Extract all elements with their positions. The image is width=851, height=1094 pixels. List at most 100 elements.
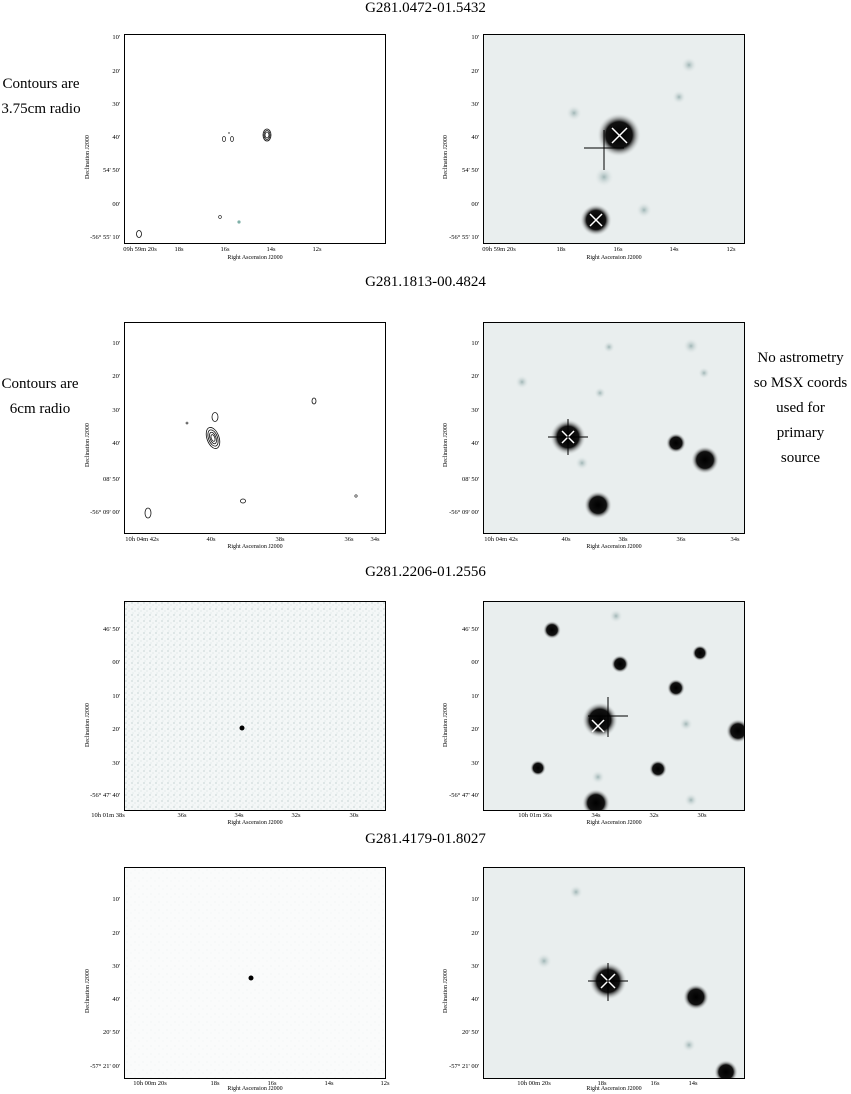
row2-right-xtick-3: 38s [618, 536, 628, 543]
row3-right-ytick-2: 00' [471, 659, 479, 666]
row1-left-ytick-3: 30' [112, 101, 120, 108]
row4-left-plot [124, 867, 386, 1079]
row3-right-xlabel: Right Ascension J2000 [586, 820, 642, 826]
row1-right-ytick-7: -56° 55' 10' [449, 234, 479, 241]
row1-left-xtick-2: 18s [174, 246, 184, 253]
row2-left-plot [124, 322, 386, 534]
row3-right-ylabel: Declination J2000 [443, 703, 449, 747]
row4-left-xtick-5: 12s [380, 1080, 390, 1087]
row1-right-xtick-2: 18s [556, 246, 566, 253]
row1-left-xlabel: Right Ascension J2000 [227, 255, 283, 261]
row2-right-sources [515, 338, 719, 519]
row4-left-ytick-3: 30' [112, 963, 120, 970]
row2-left-ytick-2: 20' [112, 373, 120, 380]
row4-right-ytick-4: 40' [471, 996, 479, 1003]
row2-left-xtick-1: 10h 04m 42s [125, 536, 159, 543]
row2-left-ytick-4: 40' [112, 440, 120, 447]
row1-right-xtick-1: 09h 59m 20s [482, 246, 516, 253]
row1-left-contours [136, 128, 272, 238]
row1-title: G281.0472-01.5432 [365, 0, 486, 16]
row3-left-noise [125, 602, 385, 810]
row4-right-image [483, 867, 745, 1079]
row1-right-xtick-5: 12s [726, 246, 736, 253]
row4-left-ytick-1: 10' [112, 896, 120, 903]
row4-right-ylabel: Declination J2000 [443, 969, 449, 1013]
row1-right-ytick-6: 00' [471, 201, 479, 208]
row2-right-xtick-2: 40s [561, 536, 571, 543]
row1-right-xtick-3: 16s [613, 246, 623, 253]
row1-right-ytick-1: 10' [471, 34, 479, 41]
row4-title: G281.4179-01.8027 [365, 831, 486, 847]
row4-left-xtick-4: 14s [324, 1080, 334, 1087]
row1-right-sources [566, 57, 697, 236]
row2-right-note-line3: used for primary [776, 400, 825, 441]
row4-right-xtick-1: 10h 00m 20s [517, 1080, 551, 1087]
row1-left-ylabel: Declination J2000 [85, 135, 91, 179]
row4-left-ytick-6: -57° 21' 00' [90, 1063, 120, 1070]
row2-right-ylabel: Declination J2000 [443, 423, 449, 467]
row2-note: Contours are 6cm radio [0, 372, 80, 422]
row1-note: Contours are 3.75cm radio [0, 72, 82, 122]
row1-right-image [483, 34, 745, 244]
row2-left-ytick-1: 10' [112, 340, 120, 347]
row2-right-xtick-4: 36s [676, 536, 686, 543]
row4-left-ytick-5: 20' 50' [103, 1029, 120, 1036]
row1-left-ytick-4: 40' [112, 134, 120, 141]
row4-right-xtick-3: 16s [650, 1080, 660, 1087]
row3-right-image [483, 601, 745, 811]
row3-right-ytick-1: 46' 50' [462, 626, 479, 633]
row1-left-ytick-7: -56° 55' 10' [90, 234, 120, 241]
row3-right-xtick-2: 34s [591, 812, 601, 819]
row1-left-xtick-1: 09h 59m 20s [123, 246, 157, 253]
row3-right-ytick-3: 10' [471, 693, 479, 700]
row1-left-ytick-2: 20' [112, 68, 120, 75]
row3-left-ytick-1: 46' 50' [103, 626, 120, 633]
row3-left-xtick-4: 32s [291, 812, 301, 819]
row3-left-ytick-4: 20' [112, 726, 120, 733]
row2-right-ytick-1: 10' [471, 340, 479, 347]
row2-title: G281.1813-00.4824 [365, 274, 486, 290]
row4-right-ytick-5: 20' 50' [462, 1029, 479, 1036]
row1-left-xtick-4: 14s [266, 246, 276, 253]
row1-left-ytick-1: 10' [112, 34, 120, 41]
row4-right-sources [536, 885, 738, 1078]
row3-right-sources [530, 609, 744, 810]
row3-left-plot [124, 601, 386, 811]
row4-left-xtick-2: 18s [210, 1080, 220, 1087]
row1-right-ytick-2: 20' [471, 68, 479, 75]
row1-right-xlabel: Right Ascension J2000 [586, 255, 642, 261]
row3-left-xtick-5: 30s [349, 812, 359, 819]
row4-left-xtick-3: 16s [267, 1080, 277, 1087]
row2-right-ytick-5: 08' 50' [462, 476, 479, 483]
row4-right-ytick-1: 10' [471, 896, 479, 903]
row2-left-ytick-6: -56° 09' 00' [90, 509, 120, 516]
row3-left-ytick-3: 10' [112, 693, 120, 700]
row2-right-note-line1: No astrometry [757, 350, 844, 366]
row4-right-ytick-3: 30' [471, 963, 479, 970]
row4-right-ytick-2: 20' [471, 930, 479, 937]
row4-left-ytick-4: 40' [112, 996, 120, 1003]
row2-left-ytick-5: 08' 50' [103, 476, 120, 483]
row3-right-ytick-4: 20' [471, 726, 479, 733]
row2-left-ylabel: Declination J2000 [85, 423, 91, 467]
row3-left-xtick-2: 36s [177, 812, 187, 819]
row1-left-xtick-3: 16s [220, 246, 230, 253]
row1-left-ytick-6: 00' [112, 201, 120, 208]
row2-right-xtick-1: 10h 04m 42s [484, 536, 518, 543]
row1-note-line1: Contours are [2, 76, 80, 92]
row2-right-ytick-3: 30' [471, 407, 479, 414]
row1-right-ytick-4: 40' [471, 134, 479, 141]
row2-left-xlabel: Right Ascension J2000 [227, 544, 283, 550]
row2-right-note-line4: source [780, 450, 821, 466]
row3-right-xtick-3: 32s [649, 812, 659, 819]
row3-left-xtick-1: 10h 01m 38s [91, 812, 125, 819]
row3-left-ytick-2: 00' [112, 659, 120, 666]
row2-note-line1: Contours are [1, 376, 79, 392]
row2-left-contours [144, 397, 358, 519]
row4-left-noise [125, 868, 385, 1078]
row4-right-xtick-4: 14s [688, 1080, 698, 1087]
row3-left-xlabel: Right Ascension J2000 [227, 820, 283, 826]
row2-left-xtick-2: 40s [206, 536, 216, 543]
row2-right-image [483, 322, 745, 534]
row3-right-xtick-1: 10h 01m 36s [518, 812, 552, 819]
